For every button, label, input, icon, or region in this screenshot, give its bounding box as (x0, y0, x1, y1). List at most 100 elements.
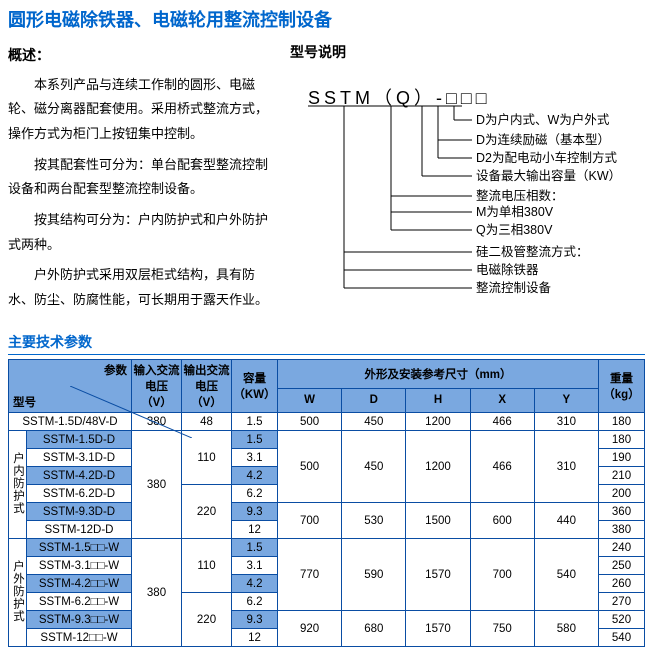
hdr-y: Y (534, 388, 598, 412)
cat-outdoor: 户外防护式 (9, 539, 27, 647)
cell-y: 540 (534, 539, 598, 611)
legend-line-4: 设备最大输出容量（KW） (476, 168, 621, 184)
hdr-weight: 重量（kg） (599, 360, 645, 413)
cell-d: 590 (342, 539, 406, 611)
top-section: 概述： 本系列产品与连续工作制的圆形、电磁轮、磁分离器配套使用。采用桥式整流方式… (8, 42, 645, 322)
spec-table: 参数 型号 输入交流电压（V） 输出交流电压（V） 容量（KW） 外形及安装参考… (8, 359, 645, 647)
overview-p2: 按其配套性可分为：单台配套型整流控制设备和两台配套型整流控制设备。 (8, 153, 276, 202)
cell-cap: 1.5 (232, 539, 278, 557)
cell-d: 680 (342, 611, 406, 647)
cell-d: 530 (342, 503, 406, 539)
cell-h: 1570 (406, 539, 470, 611)
cell-cap: 1.5 (232, 413, 278, 431)
cell-y: 310 (534, 413, 598, 431)
cell-cap: 12 (232, 521, 278, 539)
cell-y: 440 (534, 503, 598, 539)
cell-cap: 4.2 (232, 575, 278, 593)
cell-model: SSTM-3.1D-D (27, 449, 132, 467)
legend-line-7: Q为三相380V (476, 222, 552, 238)
cell-w: 920 (278, 611, 342, 647)
cell-model: SSTM-6.2□□-W (27, 593, 132, 611)
hdr-model: 型号 (13, 394, 36, 410)
cell-w: 770 (278, 539, 342, 611)
cell-wt: 520 (599, 611, 645, 629)
cell-wt: 380 (599, 521, 645, 539)
cell-x: 750 (470, 611, 534, 647)
cell-wt: 270 (599, 593, 645, 611)
cell-w: 500 (278, 431, 342, 503)
cell-vout: 220 (182, 593, 232, 647)
legend-line-1: D为户内式、W为户外式 (476, 112, 609, 128)
cell-wt: 260 (599, 575, 645, 593)
table-row: SSTM-9.3D-D 9.3 700 530 1500 600 440 360 (9, 503, 645, 521)
bracket-lines (286, 62, 653, 322)
cell-h: 1200 (406, 431, 470, 503)
hdr-w: W (278, 388, 342, 412)
cell-cap: 4.2 (232, 467, 278, 485)
cell-y: 310 (534, 431, 598, 503)
cell-wt: 210 (599, 467, 645, 485)
page-title: 圆形电磁除铁器、电磁轮用整流控制设备 (8, 6, 645, 32)
cell-cap: 6.2 (232, 593, 278, 611)
hdr-cap: 容量（KW） (232, 360, 278, 413)
cell-x: 600 (470, 503, 534, 539)
cell-cap: 3.1 (232, 449, 278, 467)
cell-cap: 9.3 (232, 611, 278, 629)
header-model: 参数 型号 (9, 360, 132, 413)
overview-heading: 概述： (8, 42, 276, 69)
cell-model: SSTM-3.1□□-W (27, 557, 132, 575)
legend-line-8b: 电磁除铁器 (476, 262, 539, 278)
cat-indoor: 户内防护式 (9, 431, 27, 539)
cell-vout: 110 (182, 539, 232, 593)
table-header-row-1: 参数 型号 输入交流电压（V） 输出交流电压（V） 容量（KW） 外形及安装参考… (9, 360, 645, 389)
cell-d: 450 (342, 431, 406, 503)
cell-h: 1200 (406, 413, 470, 431)
cell-cap: 3.1 (232, 557, 278, 575)
cell-wt: 180 (599, 431, 645, 449)
cell-vout: 110 (182, 431, 232, 485)
cell-wt: 250 (599, 557, 645, 575)
legend-line-3: D2为配电动小车控制方式 (476, 150, 617, 166)
cell-x: 466 (470, 431, 534, 503)
cell-x: 700 (470, 539, 534, 611)
legend-line-8c: 整流控制设备 (476, 280, 551, 296)
cell-model: SSTM-12□□-W (27, 629, 132, 647)
cell-h: 1500 (406, 503, 470, 539)
cell-model: SSTM-9.3D-D (27, 503, 132, 521)
cell-wt: 190 (599, 449, 645, 467)
table-row: 户外防护式 SSTM-1.5□□-W 380 110 1.5 770 590 1… (9, 539, 645, 557)
cell-model: SSTM-12D-D (27, 521, 132, 539)
cell-cap: 1.5 (232, 431, 278, 449)
model-diagram: SSTM（Q）-□□□ (286, 62, 645, 322)
overview-column: 概述： 本系列产品与连续工作制的圆形、电磁轮、磁分离器配套使用。采用桥式整流方式… (8, 42, 276, 322)
cell-wt: 540 (599, 629, 645, 647)
cell-vin: 380 (132, 539, 182, 647)
table-section-title: 主要技术参数 (8, 332, 645, 355)
table-row: SSTM-9.3□□-W 9.3 920 680 1570 750 580 52… (9, 611, 645, 629)
legend-line-5: 整流电压相数： (476, 188, 564, 204)
hdr-dims: 外形及安装参考尺寸（mm） (278, 360, 599, 389)
cell-model: SSTM-4.2D-D (27, 467, 132, 485)
cell-model: SSTM-1.5□□-W (27, 539, 132, 557)
cell-y: 580 (534, 611, 598, 647)
cell-model: SSTM-6.2D-D (27, 485, 132, 503)
hdr-d: D (342, 388, 406, 412)
hdr-h: H (406, 388, 470, 412)
overview-p4: 户外防护式采用双层柜式结构，具有防水、防尘、防腐性能，可长期用于露天作业。 (8, 263, 276, 312)
overview-p3: 按其结构可分为：户内防护式和户外防护式两种。 (8, 208, 276, 257)
cell-d: 450 (342, 413, 406, 431)
cell-cap: 9.3 (232, 503, 278, 521)
cell-model: SSTM-4.2□□-W (27, 575, 132, 593)
cell-w: 500 (278, 413, 342, 431)
legend-line-8a: 硅二极管整流方式： (476, 244, 589, 260)
overview-p1: 本系列产品与连续工作制的圆形、电磁轮、磁分离器配套使用。采用桥式整流方式，操作方… (8, 73, 276, 147)
cell-vout: 220 (182, 485, 232, 539)
cell-vin: 380 (132, 431, 182, 539)
cell-wt: 200 (599, 485, 645, 503)
diagonal-line-icon (70, 386, 192, 438)
cell-wt: 240 (599, 539, 645, 557)
cell-h: 1570 (406, 611, 470, 647)
cell-cap: 12 (232, 629, 278, 647)
model-column: 型号说明 SSTM（Q）-□□□ (286, 42, 645, 322)
model-heading: 型号说明 (290, 42, 645, 62)
